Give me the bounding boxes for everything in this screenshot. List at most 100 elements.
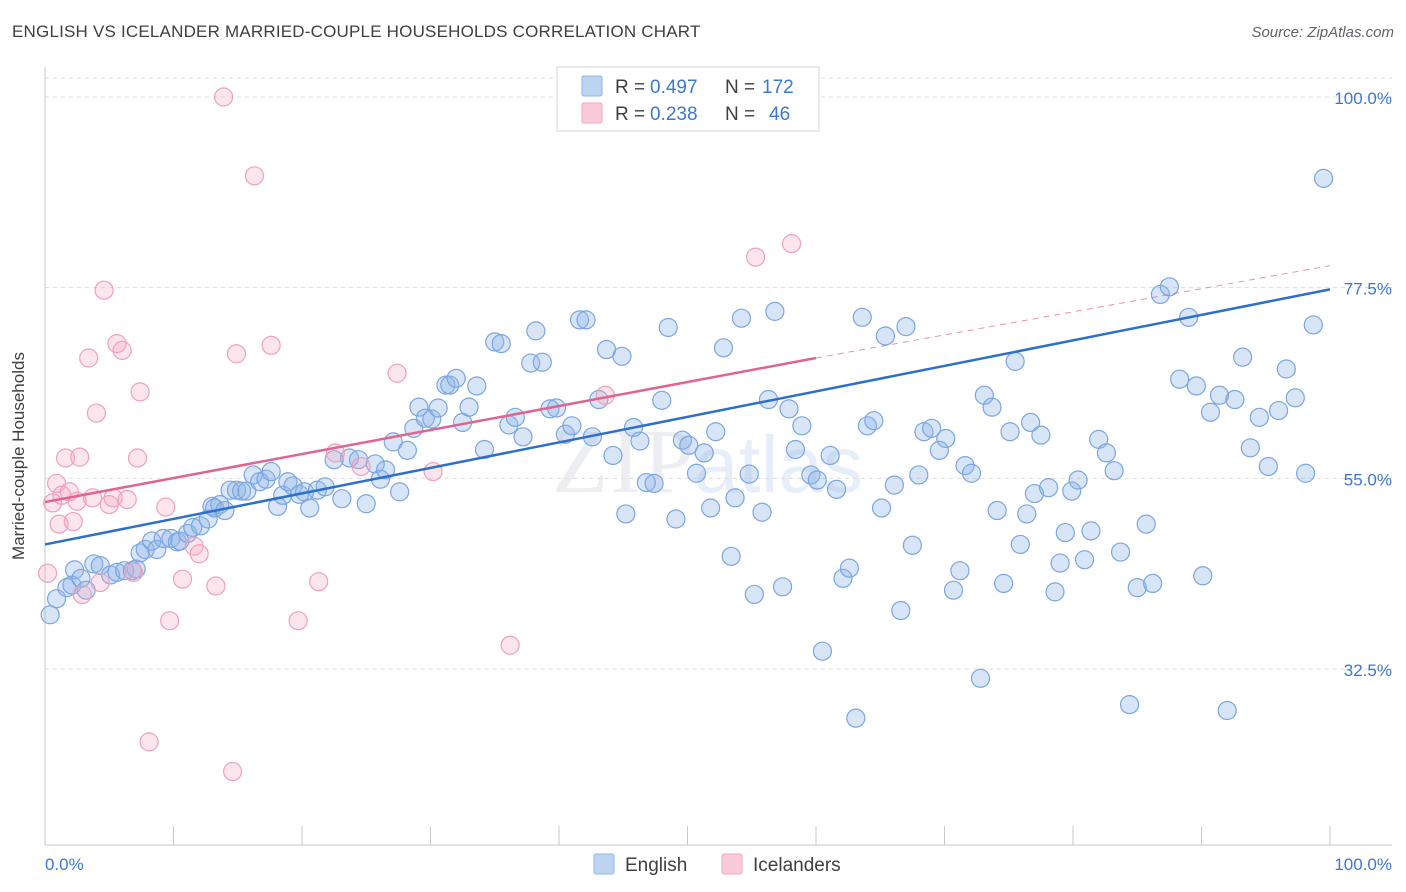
icelanders-point — [37, 563, 58, 583]
english-point — [1127, 578, 1147, 598]
legend-icelanders-n-label: N = — [725, 104, 755, 125]
english-point — [1000, 422, 1020, 442]
x-tick-label-right: 100.0% — [1334, 855, 1392, 874]
english-point — [1170, 369, 1190, 389]
english-point — [603, 445, 623, 466]
english-point — [857, 416, 878, 436]
english-point — [833, 568, 853, 588]
english-point — [616, 504, 636, 524]
english-point — [1081, 521, 1101, 541]
x-axis-ticks — [44, 826, 1331, 845]
english-point — [902, 535, 922, 555]
english-point — [130, 543, 150, 563]
english-point — [752, 502, 772, 522]
icelanders-point — [500, 635, 520, 655]
english-point — [324, 450, 344, 470]
y-tick-label: 32.5% — [1344, 661, 1392, 680]
icelanders-point — [214, 87, 234, 107]
english-point — [153, 528, 173, 549]
icelanders-point — [351, 456, 371, 477]
english-point — [644, 473, 664, 494]
english-point — [891, 600, 911, 621]
english-point — [491, 333, 511, 354]
english-point — [846, 708, 866, 728]
english-point — [1010, 534, 1030, 555]
icelanders-point — [127, 448, 148, 468]
icelanders-point — [79, 348, 99, 368]
source-label: Source: ZipAtlas.com — [1251, 24, 1394, 41]
legend-icelanders-n-value: 46 — [769, 104, 790, 125]
english-point — [356, 494, 376, 514]
english-point — [701, 498, 721, 518]
legend-box: R = 0.497 N = 172 R = 0.238 N = 46 — [556, 66, 820, 132]
icelanders-point — [130, 382, 150, 402]
english-point — [922, 418, 942, 438]
english-point — [731, 308, 752, 328]
english-point — [562, 416, 582, 436]
icelanders-point — [223, 761, 243, 782]
english-point — [1159, 277, 1179, 297]
icelanders-point — [117, 489, 137, 510]
series-icelanders-points — [37, 87, 802, 782]
english-point — [365, 454, 385, 474]
english-point — [807, 470, 827, 490]
bottom-legend-english-label: English — [625, 855, 687, 876]
bottom-legend: English Icelanders — [593, 853, 841, 876]
english-point — [1258, 456, 1278, 477]
english-point — [198, 509, 218, 529]
legend-icelanders-r-value: 0.238 — [650, 104, 698, 125]
english-point — [1233, 347, 1253, 367]
english-point — [107, 562, 127, 582]
english-point — [812, 641, 833, 661]
english-point — [721, 546, 741, 566]
icelanders-point — [244, 166, 265, 186]
english-point — [513, 427, 533, 447]
icelanders-point — [172, 569, 193, 589]
icelanders-point — [72, 584, 92, 605]
english-point — [1136, 514, 1156, 534]
icelanders-point — [160, 611, 180, 631]
english-point — [84, 554, 104, 574]
english-point — [71, 568, 91, 588]
english-point — [505, 407, 525, 427]
english-point — [974, 385, 994, 405]
english-point — [982, 397, 1002, 417]
english-point — [485, 332, 505, 352]
english-point — [1217, 700, 1237, 721]
english-point — [864, 411, 884, 431]
legend-english-n-label: N = — [725, 77, 755, 98]
english-point — [652, 390, 672, 410]
english-point — [839, 558, 860, 578]
english-point — [1110, 542, 1131, 562]
trend-lines — [44, 265, 1331, 546]
icelanders-point — [156, 497, 176, 517]
watermark-zip: ZIP — [552, 410, 696, 512]
gridlines — [45, 77, 1392, 670]
bottom-legend-icelanders-label: Icelanders — [753, 855, 841, 876]
icelanders-point — [387, 363, 407, 383]
icelanders-point — [112, 340, 132, 360]
english-point — [909, 465, 929, 485]
english-point — [1268, 400, 1289, 421]
icelanders-point — [781, 234, 802, 254]
bottom-legend-english-swatch — [593, 853, 615, 875]
english-point — [1017, 504, 1037, 524]
english-point — [772, 577, 793, 597]
bottom-legend-icelanders-swatch — [721, 853, 743, 875]
english-point — [422, 409, 442, 429]
english-point — [1249, 407, 1269, 427]
legend-english-r-label: R = — [615, 77, 645, 98]
x-tick-label-left: 0.0% — [45, 855, 84, 874]
english-point — [785, 439, 806, 460]
english-point — [725, 488, 745, 508]
legend-icelanders-swatch — [581, 102, 603, 124]
english-point — [1225, 389, 1245, 410]
icelanders-point — [70, 447, 90, 467]
english-point — [1240, 438, 1260, 458]
english-point — [459, 397, 479, 417]
icelanders-point — [124, 562, 144, 582]
english-point — [190, 516, 211, 536]
icelanders-point — [63, 511, 83, 532]
english-point — [1020, 412, 1041, 433]
english-trend-line — [44, 288, 1331, 546]
